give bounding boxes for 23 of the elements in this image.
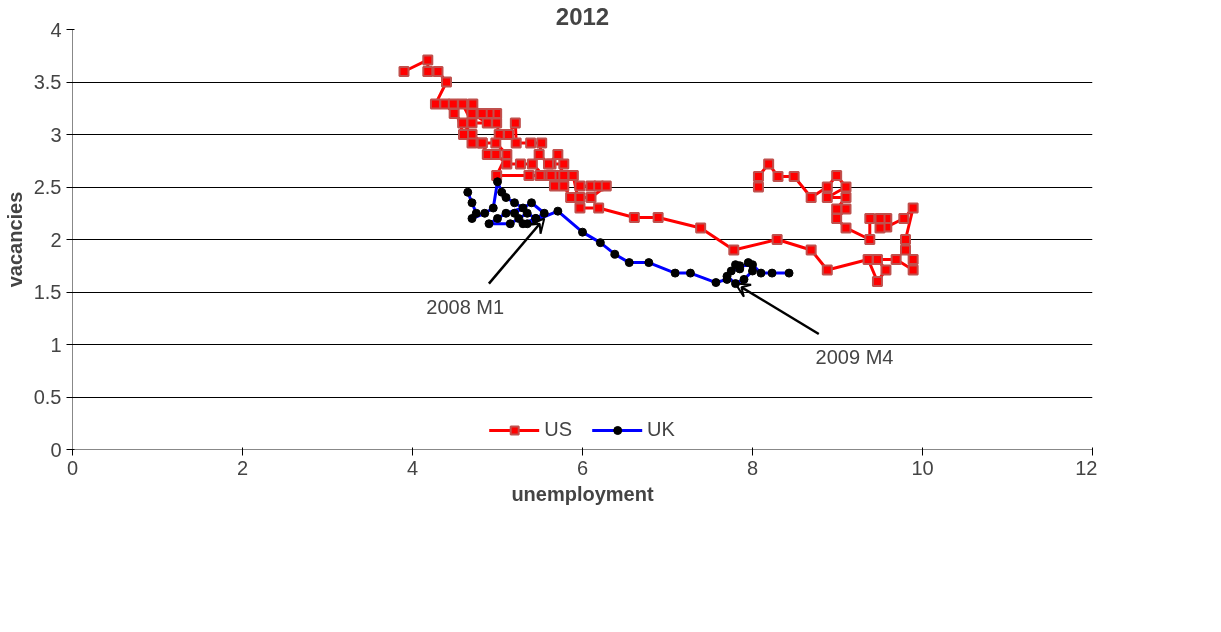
x-axis-title: unemployment (511, 482, 654, 505)
annotation: 2008 M1 (426, 295, 505, 318)
y-tick-label: 2 (50, 228, 62, 251)
y-axis-title: vacancies (3, 191, 26, 288)
y-tick-label: 3 (50, 123, 62, 146)
legend-label: UK (647, 418, 675, 441)
y-tick-label: 0 (50, 438, 62, 461)
x-tick-label: 4 (406, 456, 419, 479)
y-tick-label: 2.5 (33, 176, 62, 198)
x-tick-label: 10 (911, 456, 934, 479)
y-tick-label: 0.5 (33, 386, 62, 408)
chart-title: 2012 (555, 2, 610, 30)
x-tick-label: 6 (576, 456, 589, 479)
y-tick-label: 4 (50, 18, 62, 41)
annotation: 2009 M4 (815, 346, 894, 369)
y-tick-label: 1.5 (33, 281, 62, 303)
x-tick-label: 12 (1075, 456, 1098, 479)
legend-label: US (544, 418, 572, 441)
y-tick-label: 3.5 (33, 71, 62, 93)
x-tick-label: 0 (66, 456, 79, 479)
y-tick-label: 1 (50, 333, 62, 356)
x-tick-label: 8 (746, 456, 759, 479)
x-tick-label: 2 (236, 456, 249, 479)
